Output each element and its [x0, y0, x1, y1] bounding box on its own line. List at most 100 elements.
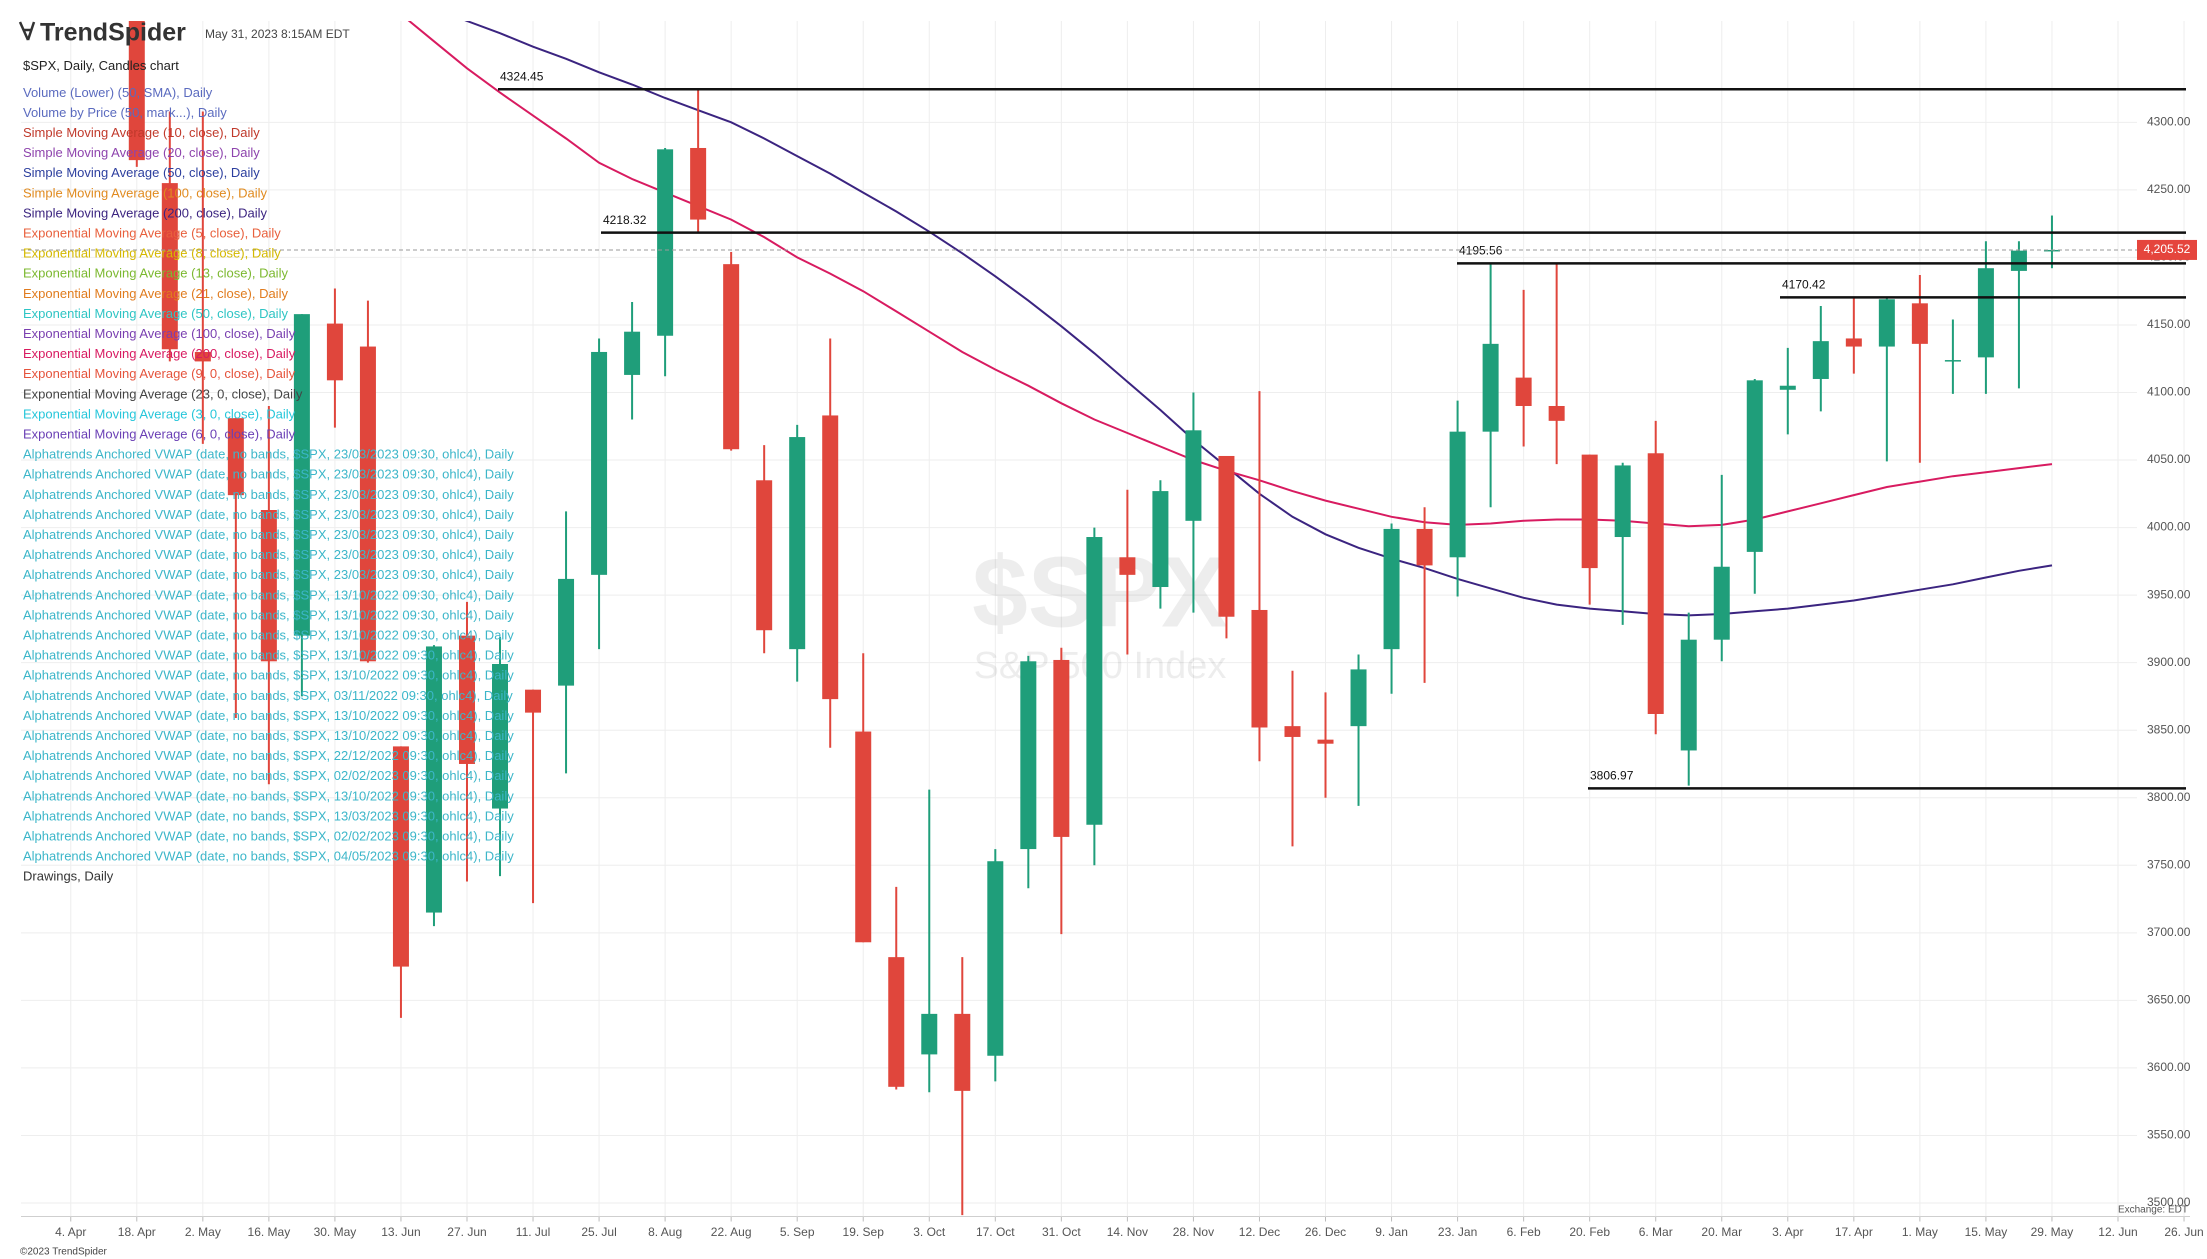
candle-body: [492, 664, 509, 809]
last-price-label: 4,205.52: [2144, 242, 2191, 256]
y-tick-label: 3700.00: [2147, 925, 2191, 939]
candle-body: [2010, 250, 2027, 271]
level-label: 4170.42: [1782, 278, 1826, 292]
legend-entry: Alphatrends Anchored VWAP (date, no band…: [23, 447, 514, 462]
candle-body: [392, 746, 409, 967]
candle-body: [1845, 338, 1862, 347]
y-tick-label: 3600.00: [2147, 1060, 2191, 1074]
legend-entry: Simple Moving Average (50, close), Daily: [23, 165, 260, 180]
x-tick-label: 3. Apr: [1772, 1225, 1803, 1239]
candle-body: [690, 147, 707, 220]
candle-body: [723, 264, 740, 450]
legend-entry: Exponential Moving Average (8, close), D…: [23, 246, 281, 261]
candle-body: [1548, 405, 1565, 421]
candle-body: [128, 21, 145, 161]
legend-entry: Alphatrends Anchored VWAP (date, no band…: [23, 547, 514, 562]
x-tick-label: 30. May: [314, 1225, 357, 1239]
x-tick-label: 2. May: [185, 1225, 221, 1239]
legend-entry: Exponential Moving Average (200, close),…: [23, 346, 296, 361]
candle-body: [1878, 299, 1895, 347]
legend-entry: Alphatrends Anchored VWAP (date, no band…: [23, 688, 513, 703]
candle-body: [1020, 661, 1037, 850]
legend-entry: Alphatrends Anchored VWAP (date, no band…: [23, 829, 514, 844]
candle-body: [1944, 360, 1961, 362]
x-tick-label: 12. Dec: [1239, 1225, 1280, 1239]
candle-body: [1779, 385, 1796, 390]
x-tick-label: 22. Aug: [711, 1225, 752, 1239]
x-tick-label: 9. Jan: [1375, 1225, 1408, 1239]
candle-body: [1713, 566, 1730, 640]
candle-body: [1284, 726, 1301, 737]
candle-body: [1581, 454, 1598, 569]
x-tick-label: 26. Jun: [2164, 1225, 2203, 1239]
legend-entry: Alphatrends Anchored VWAP (date, no band…: [23, 527, 514, 542]
legend-entry: Alphatrends Anchored VWAP (date, no band…: [23, 628, 514, 643]
candle-body: [1449, 431, 1466, 558]
legend-entry: Alphatrends Anchored VWAP (date, no band…: [23, 788, 514, 803]
y-tick-label: 3550.00: [2147, 1128, 2191, 1142]
plot-area: [128, 21, 2060, 1216]
candle-body: [1482, 343, 1499, 432]
drawings-label: Drawings, Daily: [23, 869, 114, 884]
candle-body: [1911, 303, 1928, 344]
x-tick-label: 26. Dec: [1305, 1225, 1346, 1239]
candle-body: [227, 418, 244, 496]
y-tick-label: 3500.00: [2147, 1195, 2191, 1209]
x-tick-label: 6. Feb: [1507, 1225, 1541, 1239]
y-tick-label: 4250.00: [2147, 182, 2191, 196]
candle-body: [624, 331, 641, 375]
x-tick-label: 23. Jan: [1438, 1225, 1477, 1239]
legend-entry: Alphatrends Anchored VWAP (date, no band…: [23, 487, 514, 502]
candle-body: [1218, 455, 1235, 617]
x-tick-label: 14. Nov: [1107, 1225, 1148, 1239]
candle-body: [756, 480, 773, 631]
candle-body: [1185, 430, 1202, 521]
y-tick-label: 4100.00: [2147, 385, 2191, 399]
x-tick-label: 11. Jul: [516, 1225, 550, 1239]
candle-body: [359, 346, 376, 662]
candle-body: [1416, 528, 1433, 566]
legend-entry: Exponential Moving Average (9, 0, close)…: [23, 366, 296, 381]
candle-body: [657, 149, 674, 336]
x-tick-label: 19. Sep: [843, 1225, 885, 1239]
legend-entry: Simple Moving Average (20, close), Daily: [23, 145, 260, 160]
level-label: 4324.45: [500, 69, 544, 83]
level-label: 3806.97: [1590, 768, 1634, 782]
legend-entry: Alphatrends Anchored VWAP (date, no band…: [23, 567, 514, 582]
candle-body: [525, 689, 542, 713]
candle-body: [293, 314, 310, 636]
candle-body: [855, 731, 872, 943]
legend-entry: Alphatrends Anchored VWAP (date, no band…: [23, 808, 514, 823]
y-tick-label: 3850.00: [2147, 722, 2191, 736]
level-label: 4195.56: [1459, 244, 1503, 258]
candle-body: [1119, 557, 1136, 575]
logo: [18, 21, 36, 41]
candle-body: [1977, 268, 1994, 358]
x-tick-label: 17. Apr: [1835, 1225, 1873, 1239]
legend-entry: Exponential Moving Average (3, 0, close)…: [23, 406, 296, 421]
y-tick-label: 3650.00: [2147, 993, 2191, 1007]
candle-body: [558, 578, 575, 686]
legend-entry: Alphatrends Anchored VWAP (date, no band…: [23, 507, 514, 522]
x-tick-label: 20. Feb: [1569, 1225, 1610, 1239]
x-tick-label: 18. Apr: [118, 1225, 156, 1239]
legend-entry: Alphatrends Anchored VWAP (date, no band…: [23, 668, 514, 683]
x-tick-label: 5. Sep: [780, 1225, 815, 1239]
candle-body: [888, 957, 905, 1087]
level-label: 4218.32: [603, 213, 647, 227]
exchange: Exchange: EDT: [2118, 1205, 2188, 1216]
candle-body: [921, 1013, 938, 1055]
candle-body: [2043, 249, 2060, 252]
x-tick-label: 4. Apr: [55, 1225, 86, 1239]
legend-entry: Alphatrends Anchored VWAP (date, no band…: [23, 849, 514, 864]
legend-entry: Exponential Moving Average (6, 0, close)…: [23, 427, 296, 442]
y-tick-label: 4300.00: [2147, 114, 2191, 128]
legend-entry: Alphatrends Anchored VWAP (date, no band…: [23, 768, 514, 783]
legend-entry: Alphatrends Anchored VWAP (date, no band…: [23, 648, 514, 663]
candle-body: [954, 1013, 971, 1091]
candle-body: [1680, 639, 1697, 751]
candle-body: [987, 861, 1004, 1056]
x-tick-label: 31. Oct: [1042, 1225, 1081, 1239]
candle-body: [1053, 659, 1070, 837]
